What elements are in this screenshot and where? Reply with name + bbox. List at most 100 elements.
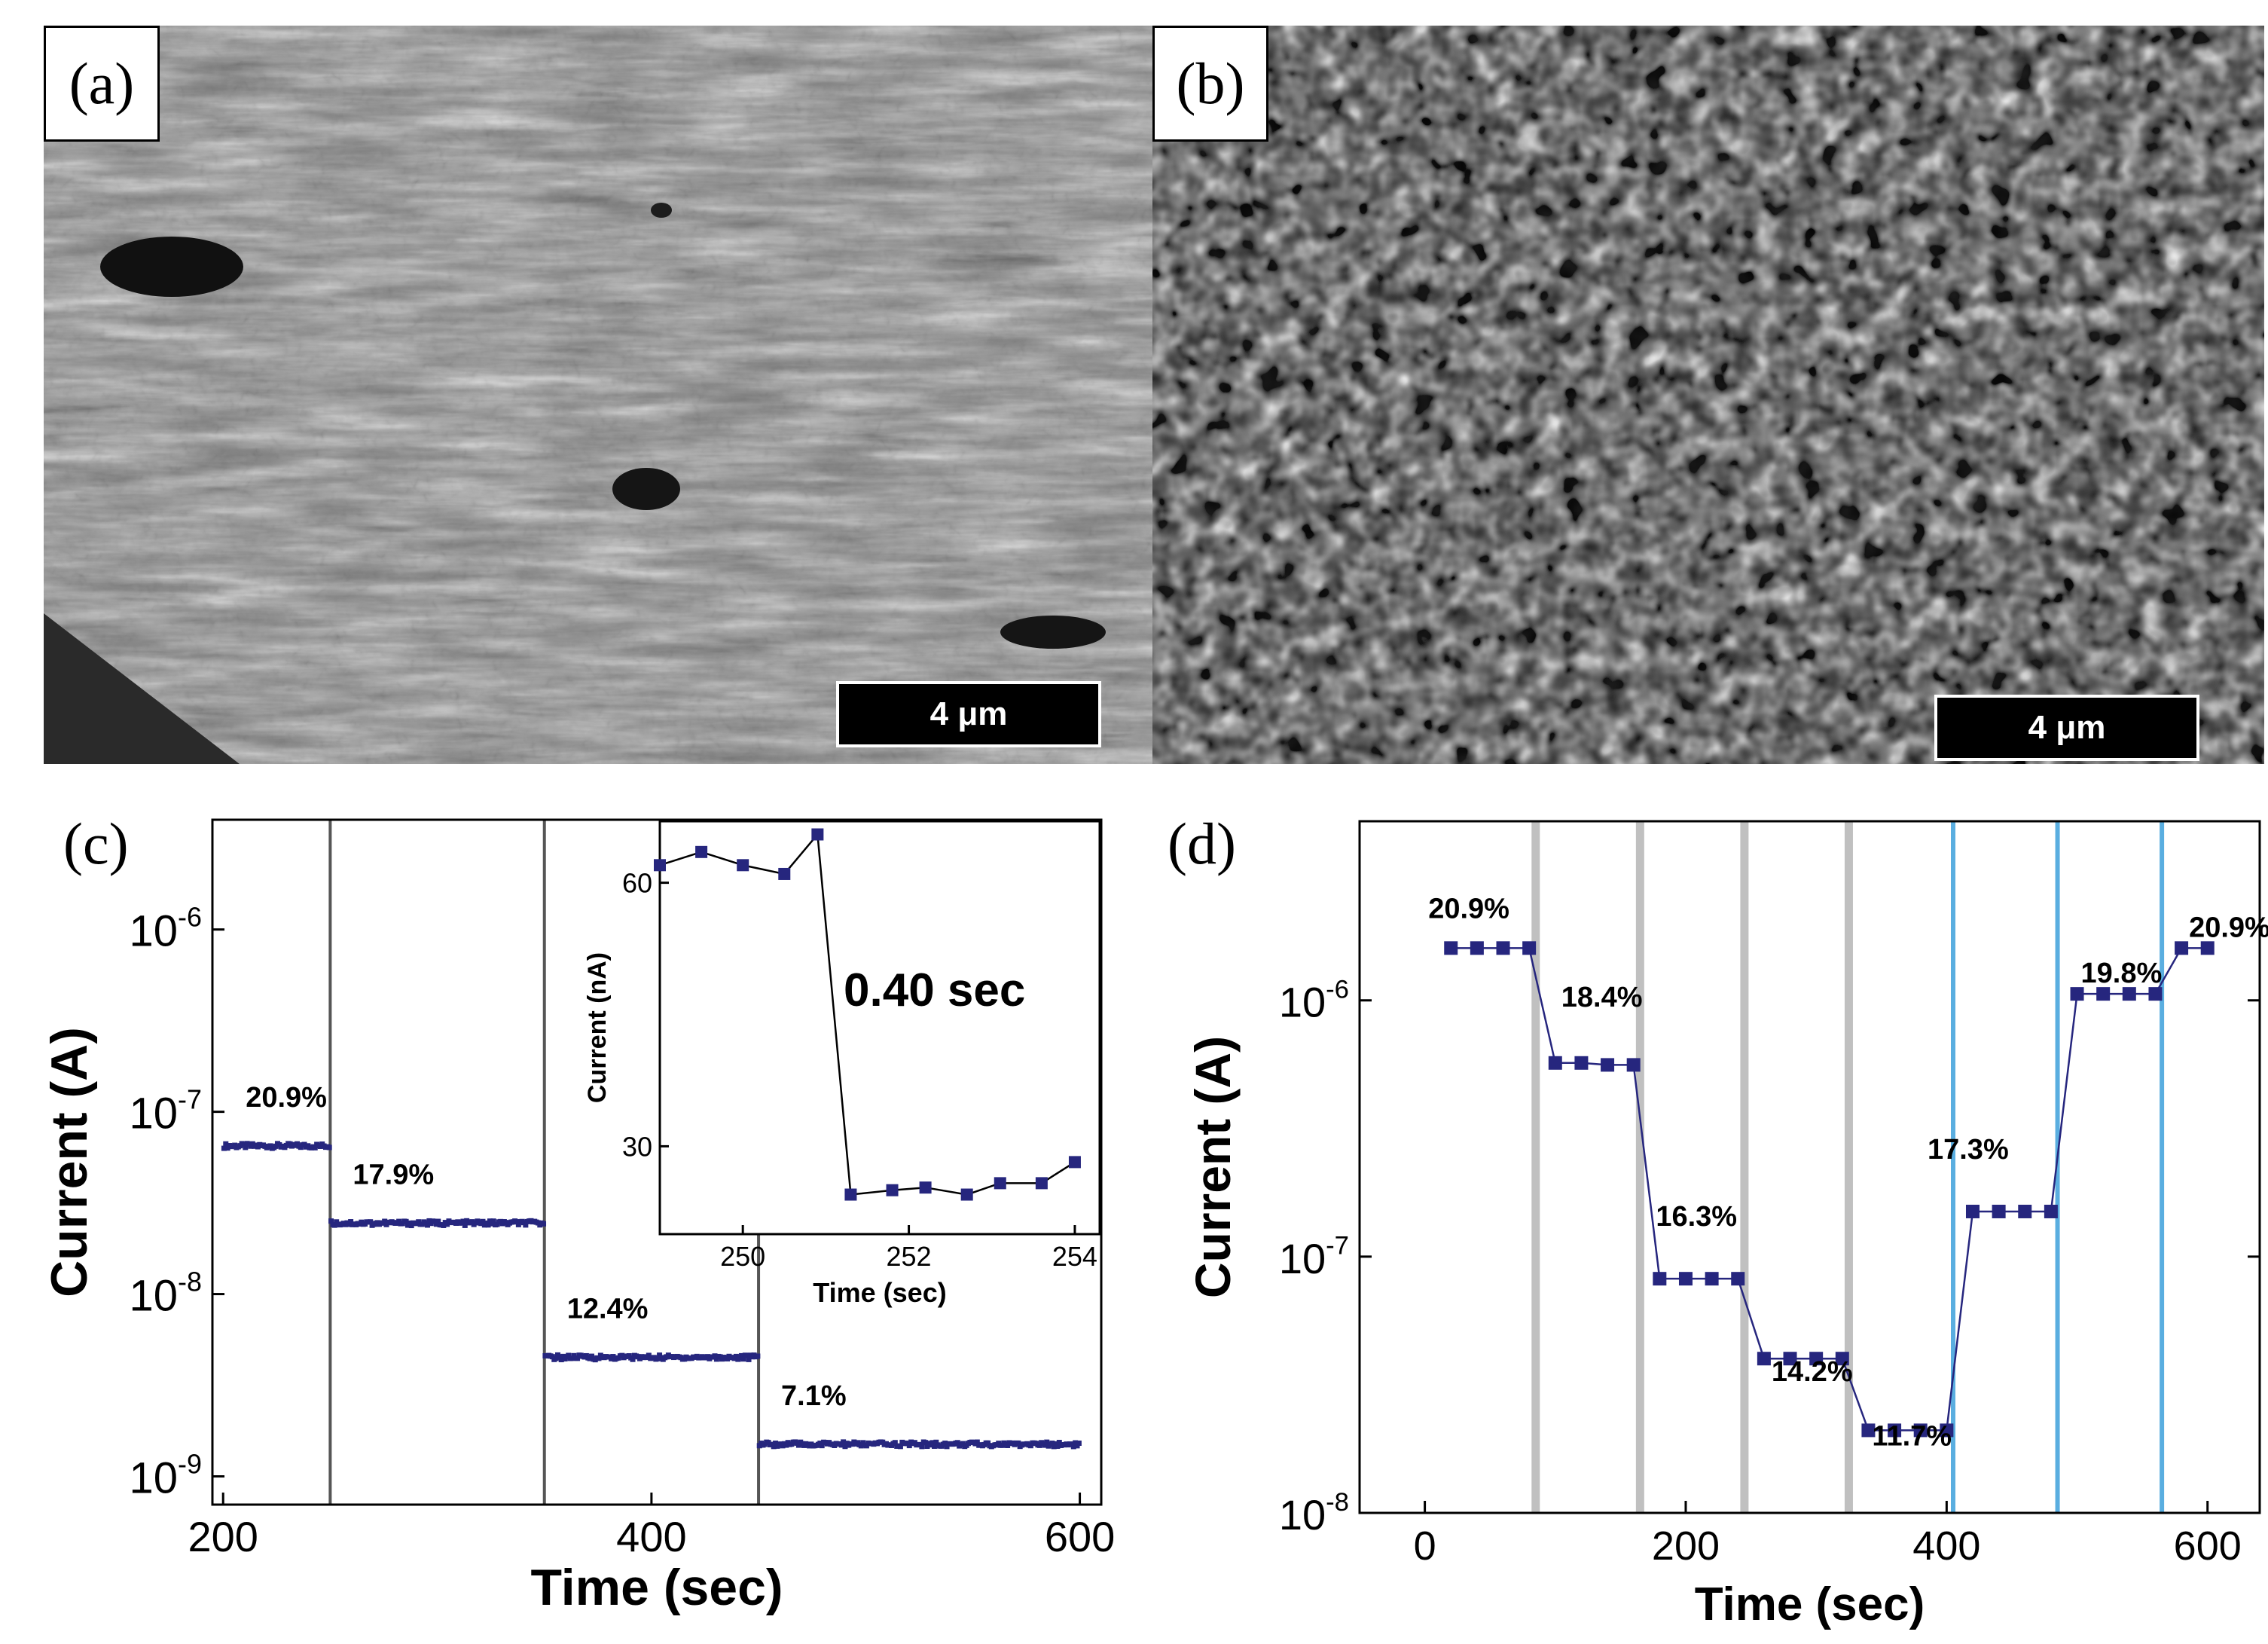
data-point	[1705, 1272, 1719, 1286]
data-point	[514, 1219, 520, 1225]
inset-point	[654, 859, 666, 872]
inset-point	[960, 1188, 973, 1201]
x-tick-label: 0	[1414, 1523, 1436, 1569]
data-point	[441, 1222, 447, 1228]
panel-label-a: (a)	[44, 26, 160, 142]
data-point	[1044, 1439, 1050, 1445]
data-point	[243, 1144, 249, 1150]
data-point	[312, 1144, 318, 1150]
data-point	[1015, 1440, 1021, 1446]
data-point	[460, 1218, 466, 1224]
panel-label-b: (b)	[1152, 26, 1268, 142]
data-point	[657, 1352, 663, 1358]
data-point	[892, 1440, 898, 1446]
inset-point	[1035, 1177, 1048, 1190]
data-point	[382, 1218, 388, 1224]
data-point	[819, 1443, 825, 1449]
data-point	[1678, 1272, 1693, 1286]
data-point	[575, 1355, 581, 1361]
data-point	[795, 1442, 801, 1448]
inset-point	[778, 867, 791, 880]
y-axis-title: Current (A)	[1185, 1036, 1241, 1298]
data-point	[1965, 1204, 1980, 1218]
data-point	[985, 1440, 991, 1446]
x-axis-title: Time (sec)	[530, 1559, 783, 1616]
step-label: 16.3%	[1656, 1201, 1737, 1233]
data-point	[221, 1145, 227, 1151]
inset-point	[695, 845, 708, 858]
data-point	[1653, 1272, 1667, 1286]
data-point	[712, 1353, 718, 1359]
data-point	[1626, 1058, 1641, 1072]
inset-point	[919, 1181, 932, 1194]
data-point	[523, 1222, 529, 1228]
data-point	[2122, 987, 2136, 1001]
data-point	[566, 1352, 572, 1358]
data-point	[842, 1444, 848, 1450]
data-point	[485, 1222, 491, 1228]
data-point	[906, 1443, 912, 1449]
data-point	[1731, 1272, 1745, 1286]
data-point	[444, 1221, 450, 1227]
data-point	[1073, 1440, 1079, 1446]
data-point	[1809, 1352, 1824, 1366]
data-point	[858, 1443, 864, 1449]
panel-label-d: (d)	[1168, 811, 1236, 876]
data-point	[1055, 1443, 1061, 1449]
data-point	[596, 1355, 602, 1361]
step-label: 20.9%	[1428, 893, 1509, 924]
inset-x-tick-label: 250	[720, 1241, 765, 1272]
data-point	[553, 1355, 559, 1361]
data-point	[589, 1353, 595, 1359]
data-point	[1992, 1204, 2006, 1218]
inset-y-tick-label: 30	[622, 1131, 652, 1162]
data-point	[331, 1222, 337, 1228]
data-point	[1835, 1352, 1849, 1366]
data-point	[2175, 941, 2189, 955]
inset-point	[811, 828, 824, 841]
data-point	[744, 1352, 750, 1358]
step-label: 18.4%	[1561, 982, 1643, 1013]
data-point	[1522, 941, 1537, 955]
data-point	[1470, 941, 1484, 955]
scale-bar-b: 4 μm	[1934, 695, 2199, 761]
plot-frame	[211, 818, 1103, 1506]
data-point	[1444, 941, 1458, 955]
scale-bar-a: 4 μm	[836, 681, 1101, 747]
data-point	[954, 1440, 960, 1446]
data-point	[2044, 1204, 2058, 1218]
data-point	[326, 1144, 332, 1150]
y-tick-label: 10-6	[1279, 976, 1349, 1026]
segment-label: 17.9%	[353, 1159, 434, 1190]
data-point	[630, 1356, 636, 1362]
data-point	[1070, 1444, 1076, 1450]
inset-y-axis-title: Current (nA)	[583, 952, 612, 1103]
data-point	[425, 1222, 431, 1228]
segment-label: 12.4%	[567, 1293, 649, 1325]
data-point	[897, 1444, 903, 1450]
y-tick-label: 10-6	[130, 902, 202, 956]
data-point	[1783, 1352, 1797, 1366]
x-tick-label: 200	[188, 1513, 258, 1560]
data-point	[929, 1440, 936, 1446]
data-point	[462, 1222, 468, 1228]
data-point	[1056, 1440, 1062, 1446]
inset-point	[844, 1188, 857, 1201]
data-point	[974, 1439, 980, 1445]
chart-c: 20.9% 17.9% 12.4% 7.1% 200 400 600 10-6 10-7 10-8…	[41, 818, 1115, 1616]
data-point	[403, 1218, 409, 1224]
inset-point	[1068, 1156, 1081, 1169]
data-point	[435, 1218, 441, 1224]
x-axis-title: Time (sec)	[1695, 1578, 1925, 1630]
y-tick-label: 10-8	[1279, 1488, 1349, 1539]
data-point	[1496, 941, 1510, 955]
data-point	[1888, 1423, 1902, 1438]
inset-x-tick-label: 252	[887, 1241, 932, 1272]
inset-point	[994, 1177, 1006, 1190]
step-label: 14.2%	[1772, 1356, 1853, 1388]
sem-texture-b	[1152, 26, 2264, 764]
data-point	[960, 1441, 966, 1447]
panel-label-c: (c)	[63, 811, 129, 876]
data-point	[433, 1221, 439, 1227]
data-point	[368, 1219, 374, 1225]
